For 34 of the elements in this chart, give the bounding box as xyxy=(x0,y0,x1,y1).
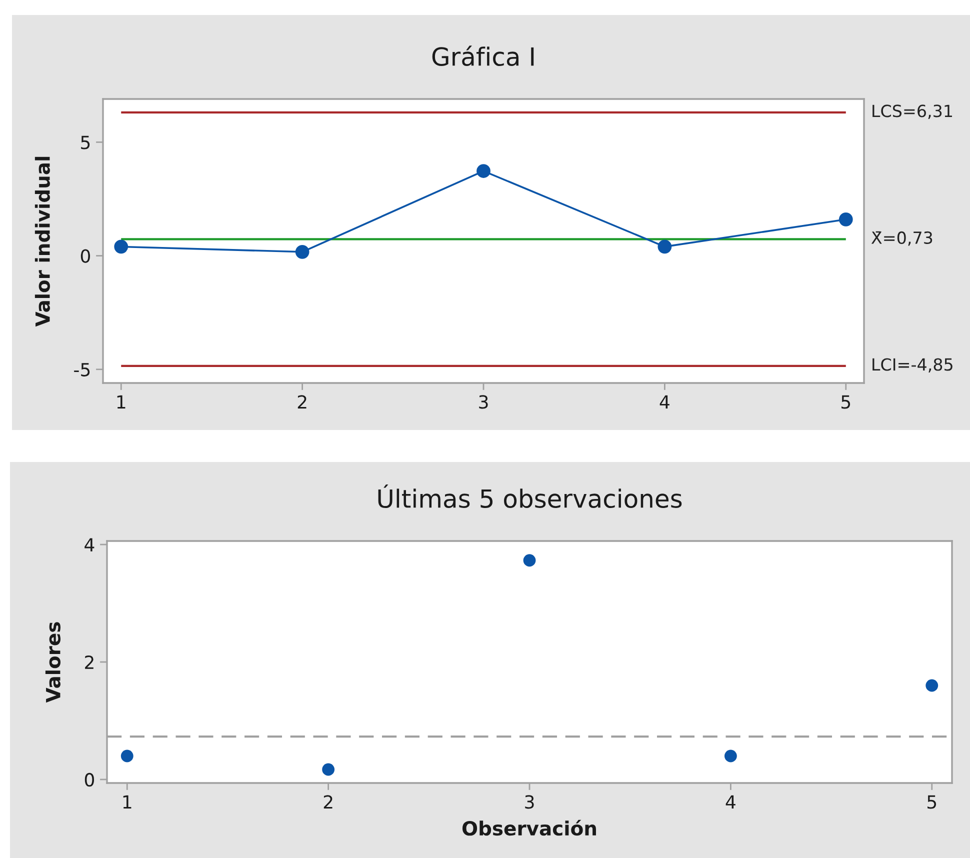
y-tick-label: 2 xyxy=(85,655,94,669)
point xyxy=(724,750,737,762)
ref-line-label: LCS=6,31 xyxy=(872,104,952,119)
point xyxy=(295,244,310,259)
y-tick-label: -5 xyxy=(74,363,90,376)
x-tick-label: 2 xyxy=(324,795,332,809)
y-axis-title: Valores xyxy=(45,622,60,703)
ref-line-label: X̄=0,73 xyxy=(871,231,932,246)
point xyxy=(322,763,335,776)
point xyxy=(926,679,938,692)
x-tick-label: 4 xyxy=(726,795,736,809)
x-tick-label: 1 xyxy=(117,395,126,409)
point xyxy=(838,212,853,226)
y-tick-label: 4 xyxy=(84,538,94,552)
x-tick-label: 3 xyxy=(479,395,488,409)
y-tick-label: 5 xyxy=(81,136,90,150)
x-tick-label: 3 xyxy=(525,795,534,809)
chart-title: Últimas 5 observaciones xyxy=(378,484,682,508)
point xyxy=(476,164,490,178)
x-tick-label: 5 xyxy=(842,395,850,409)
point xyxy=(114,240,128,254)
point xyxy=(658,240,672,254)
x-tick-label: 5 xyxy=(928,795,936,809)
ref-line-label: LCI=-4,85 xyxy=(872,358,952,372)
y-axis-title: Valor individual xyxy=(34,156,50,327)
y-tick-label: 0 xyxy=(80,249,90,263)
point xyxy=(523,554,536,567)
x-tick-label: 2 xyxy=(298,395,306,409)
x-axis-title: Observación xyxy=(462,820,596,836)
point xyxy=(120,750,134,762)
x-tick-label: 4 xyxy=(660,395,670,409)
y-tick-label: 0 xyxy=(84,772,94,787)
chart-title: Gráfica I xyxy=(432,46,534,66)
x-tick-label: 1 xyxy=(123,795,132,809)
